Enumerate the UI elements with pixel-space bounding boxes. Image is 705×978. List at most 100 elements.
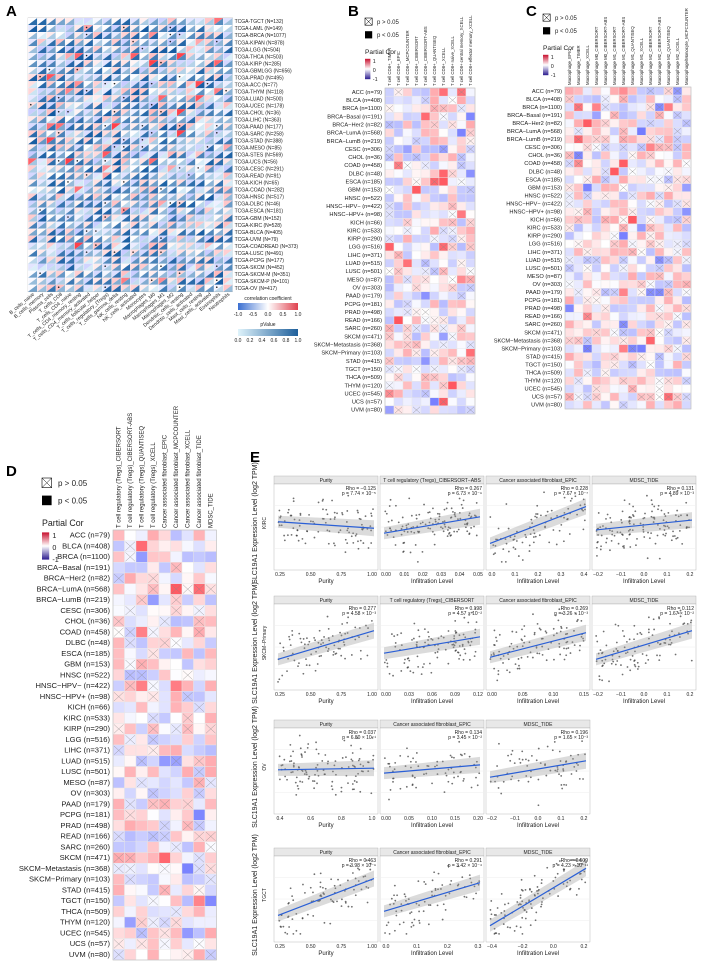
ns-cross (148, 745, 159, 755)
corr-triangle (195, 39, 205, 47)
pcor-cell (135, 583, 148, 595)
ns-cross (592, 144, 601, 151)
pcor-cell (158, 551, 171, 563)
scatter-point (415, 514, 418, 517)
x-tick: 0.50 (306, 692, 316, 698)
corr-triangle (83, 179, 94, 187)
ns-cross (646, 329, 655, 336)
pvalue-triangle (65, 46, 75, 54)
pcor-cell (124, 583, 137, 595)
pcor-cell (429, 250, 440, 260)
pvalue-triangle (37, 249, 47, 257)
ns-cross (646, 200, 655, 207)
corr-triangle (65, 284, 75, 292)
ns-cross (655, 385, 664, 393)
corr-triangle (204, 130, 214, 138)
pvalue-triangle (139, 200, 149, 208)
pcor-cell (618, 271, 629, 281)
ns-cross (664, 377, 673, 385)
pcor-cell (654, 400, 665, 410)
scatter-point (386, 665, 389, 668)
pvalue-triangle (46, 137, 56, 145)
pvalue-triangle (223, 242, 233, 250)
pvalue-triangle (46, 144, 56, 152)
ns-cross (385, 211, 394, 218)
cancer-label: LIHC (n=371) (348, 253, 382, 259)
pcor-cell (393, 95, 404, 105)
pvalue-triangle (121, 144, 131, 152)
pcor-cell (582, 127, 593, 136)
pcor-cell (402, 234, 413, 244)
significance-dot (104, 202, 106, 204)
pvalue-triangle (139, 207, 149, 215)
scatter-point (515, 540, 518, 542)
scatter-point (300, 641, 303, 644)
pvalue-triangle (93, 263, 103, 271)
x-tick: 0.3 (558, 572, 565, 578)
pcor-cell (420, 128, 431, 138)
corr-triangle (223, 25, 233, 33)
pvalue-triangle (102, 32, 112, 40)
pcor-cell (204, 529, 217, 541)
scatter-point (557, 619, 560, 622)
pcor-cell (420, 144, 431, 154)
cancer-label: COAD (n=458) (524, 161, 562, 167)
ns-cross (148, 584, 159, 594)
scatter-point (289, 644, 292, 646)
ns-cross (682, 337, 691, 344)
corr-triangle (223, 53, 233, 61)
significance-dot (95, 230, 97, 232)
scatter-point (533, 633, 536, 636)
panel-label-b: B (348, 3, 359, 20)
pvalue-triangle (148, 207, 159, 215)
scatter-point (597, 512, 600, 514)
pcor-cell (170, 701, 183, 713)
ns-cross (421, 259, 430, 267)
corr-triangle (223, 74, 233, 82)
pvalue-triangle (148, 137, 159, 145)
pvalue-triangle (223, 46, 233, 54)
pvalue-triangle (214, 221, 224, 229)
pvalue-triangle (223, 214, 233, 222)
pcor-cell (170, 680, 183, 692)
pvalue-triangle (223, 102, 233, 110)
corr-triangle (148, 270, 159, 278)
pcor-cell (456, 226, 467, 235)
pvalue-triangle (167, 46, 177, 54)
pcor-cell (135, 809, 148, 821)
pcor-cell (402, 169, 413, 178)
pvalue-triangle (55, 284, 66, 292)
ns-cross (457, 154, 466, 161)
pvalue-triangle (204, 228, 214, 236)
scatter-point (428, 511, 431, 513)
pcor-cell (600, 328, 611, 337)
pvalue-triangle (102, 242, 112, 250)
cancer-label: KIRP (n=290) (64, 724, 111, 733)
x-axis-title: Purity (318, 579, 333, 585)
ns-cross (125, 638, 136, 648)
corr-triangle (55, 242, 66, 250)
pcor-cell (465, 373, 476, 382)
corr-triangle (55, 172, 66, 180)
cancer-label: BRCA−LumA (n=568) (507, 129, 562, 135)
ns-cross (682, 256, 691, 264)
ns-cross (385, 333, 394, 340)
row-label-a: TCGA-MESO (N=85) (235, 146, 282, 152)
pcor-cell (618, 280, 629, 289)
pvalue-triangle (148, 235, 159, 243)
ns-cross (628, 248, 637, 256)
pcor-cell (447, 299, 458, 309)
pvalue-triangle (130, 221, 140, 229)
pvalue-triangle (55, 60, 66, 68)
pvalue-triangle (28, 25, 38, 33)
pcor-cell (681, 400, 692, 410)
scatter-point (460, 503, 463, 506)
corr-triangle (167, 249, 177, 257)
ns-cross (412, 341, 421, 348)
pcor-cell (204, 852, 217, 864)
pvalue-triangle (83, 242, 94, 250)
corr-triangle (139, 221, 149, 229)
ns-cross (565, 224, 574, 232)
pcor-cell (158, 734, 171, 746)
